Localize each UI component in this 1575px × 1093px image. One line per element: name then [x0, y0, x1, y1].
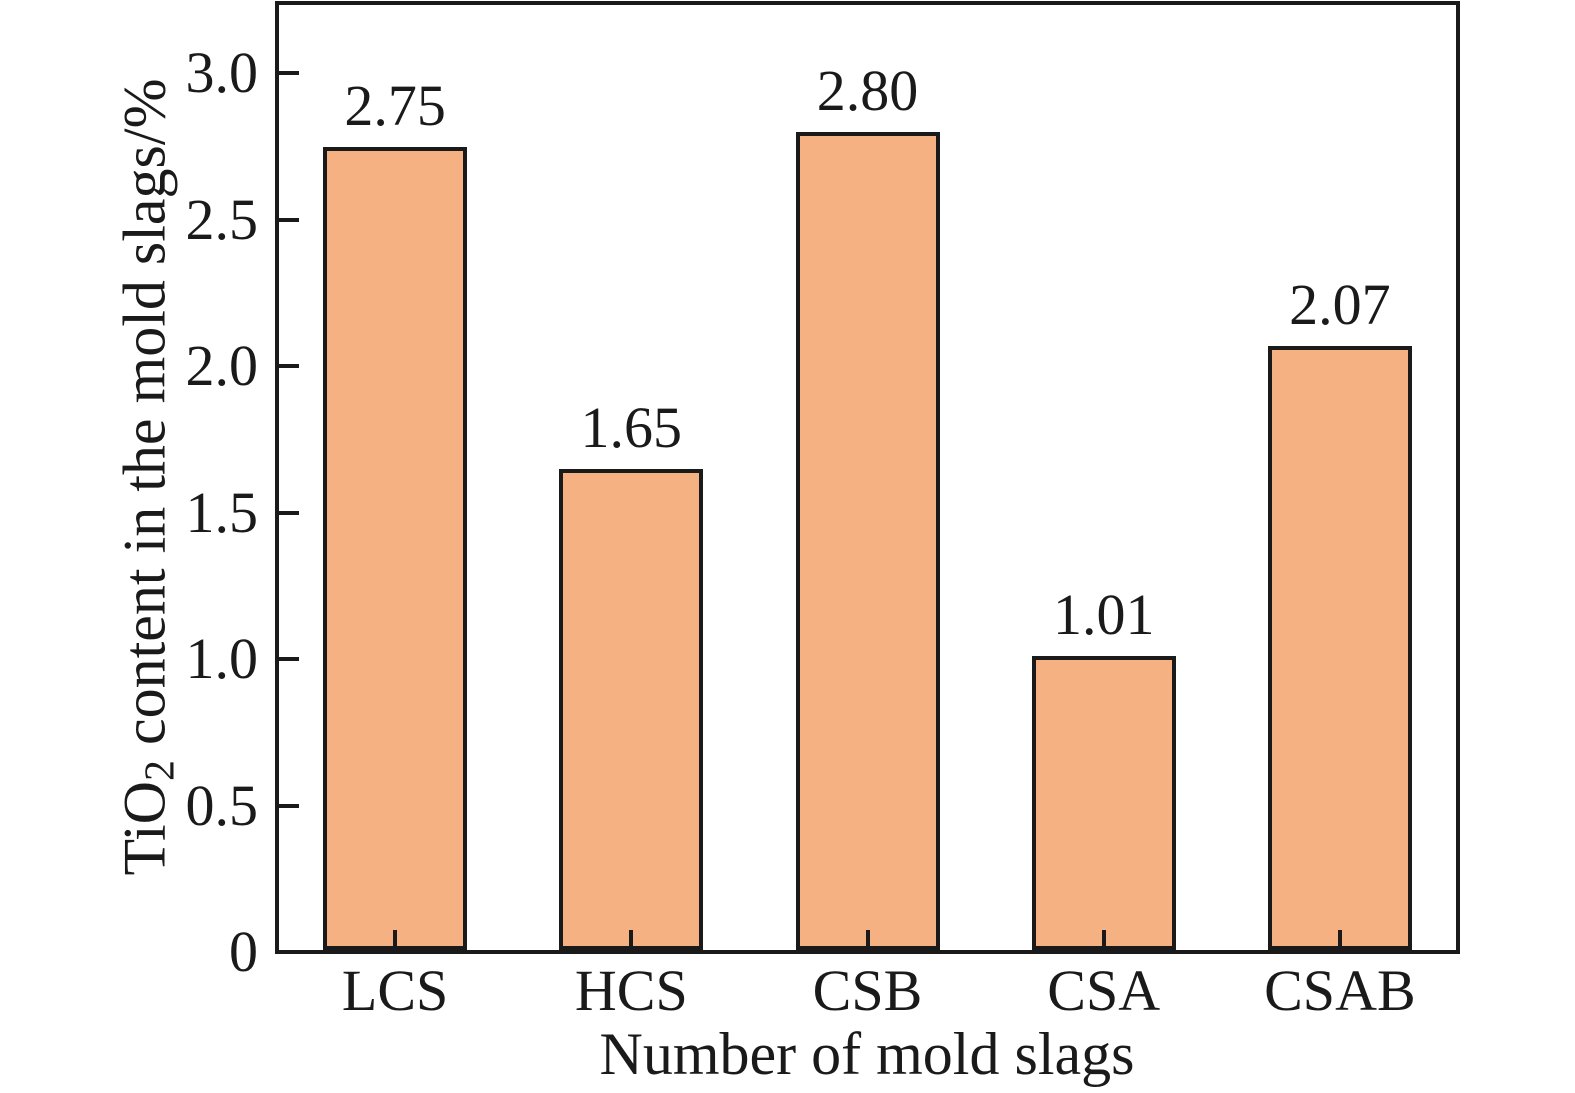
x-tick-HCS: [629, 930, 634, 950]
bar-value-label-CSB: 2.80: [816, 57, 919, 123]
x-tick-LCS: [393, 930, 398, 950]
plot-area: [275, 1, 1460, 954]
bar-CSB: [795, 132, 940, 950]
bar-HCS: [559, 469, 704, 950]
y-tick-label-1.5: 1.5: [185, 479, 259, 545]
y-tick-2.0: [279, 364, 299, 369]
bar-CSAB: [1267, 346, 1412, 950]
bar-LCS: [323, 147, 468, 950]
y-tick-label-0.5: 0.5: [185, 772, 259, 838]
bar-value-label-CSA: 1.01: [1052, 582, 1155, 648]
bar-value-label-CSAB: 2.07: [1289, 271, 1391, 337]
x-tick-CSA: [1101, 930, 1106, 950]
x-tick-CSB: [865, 930, 870, 950]
y-tick-3.0: [279, 71, 299, 76]
x-tick-label-HCS: HCS: [574, 958, 688, 1023]
y-tick-0.5: [279, 803, 299, 808]
y-tick-2.5: [279, 217, 299, 222]
y-tick-label-2.0: 2.0: [185, 333, 259, 399]
x-axis-title: Number of mold slags: [599, 1021, 1135, 1087]
y-tick-label-3.0: 3.0: [185, 40, 259, 106]
x-tick-label-CSA: CSA: [1047, 958, 1161, 1023]
x-tick-label-CSAB: CSAB: [1264, 958, 1416, 1023]
y-tick-label-0: 0: [229, 919, 258, 984]
x-tick-label-CSB: CSB: [812, 958, 923, 1023]
y-tick-label-1.0: 1.0: [185, 626, 259, 692]
y-tick-1.0: [279, 657, 299, 662]
y-tick-1.5: [279, 510, 299, 515]
x-tick-CSAB: [1337, 930, 1342, 950]
x-tick-label-LCS: LCS: [341, 958, 449, 1023]
bar-value-label-HCS: 1.65: [580, 394, 683, 460]
bar-value-label-LCS: 2.75: [344, 72, 446, 138]
y-tick-label-2.5: 2.5: [185, 186, 259, 252]
bar-CSA: [1031, 656, 1176, 950]
